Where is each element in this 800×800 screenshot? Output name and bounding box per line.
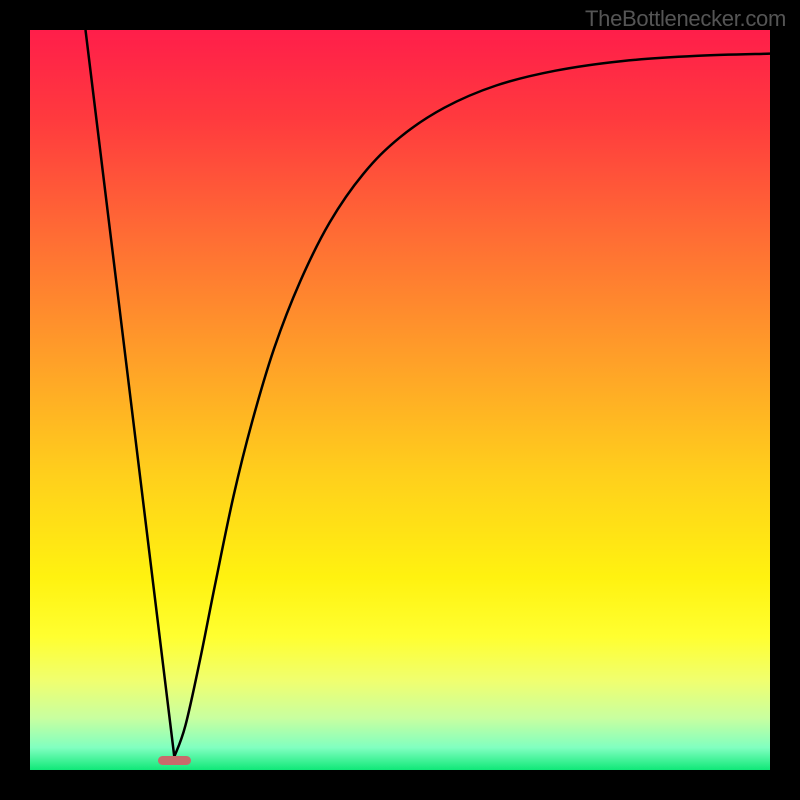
bottleneck-curve [30,30,770,770]
watermark-text: TheBottlenecker.com [585,6,786,32]
chart-frame [30,30,770,770]
optimal-point-marker [158,756,191,766]
